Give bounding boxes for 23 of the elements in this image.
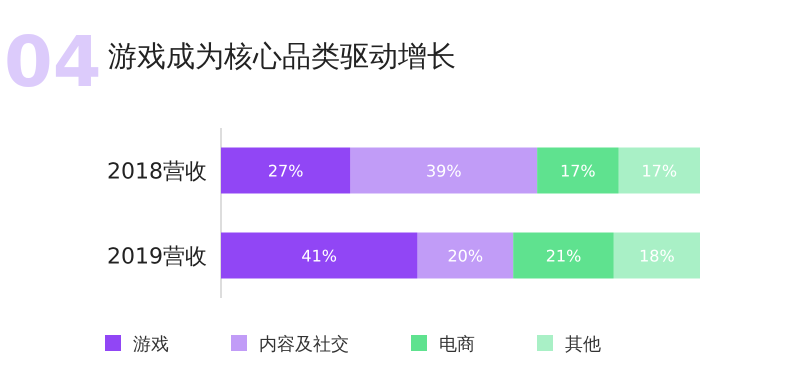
legend-label: 游戏 [133, 334, 169, 355]
data-label: 41% [301, 246, 337, 266]
legend-label: 内容及社交 [259, 334, 349, 355]
data-label: 39% [426, 162, 462, 180]
legend-label: 电商 [439, 334, 475, 355]
y-tick-label: 2019营收 [107, 244, 207, 270]
data-label: 17% [560, 162, 596, 180]
data-label: 27% [268, 162, 304, 180]
bar [614, 232, 700, 278]
bar [350, 148, 538, 194]
chart-title: 游戏成为核心品类驱动增长 [108, 39, 456, 73]
data-label: 18% [639, 246, 675, 266]
legend-label: 其他 [565, 334, 601, 355]
bar [513, 232, 614, 278]
bar [221, 232, 418, 278]
bar [417, 232, 514, 278]
bar [221, 148, 350, 194]
bar [618, 148, 700, 194]
data-label: 21% [546, 246, 582, 266]
data-label: 20% [448, 246, 484, 266]
bar [537, 148, 619, 194]
data-label: 17% [642, 162, 678, 180]
y-tick-label: 2018营收 [107, 160, 207, 184]
